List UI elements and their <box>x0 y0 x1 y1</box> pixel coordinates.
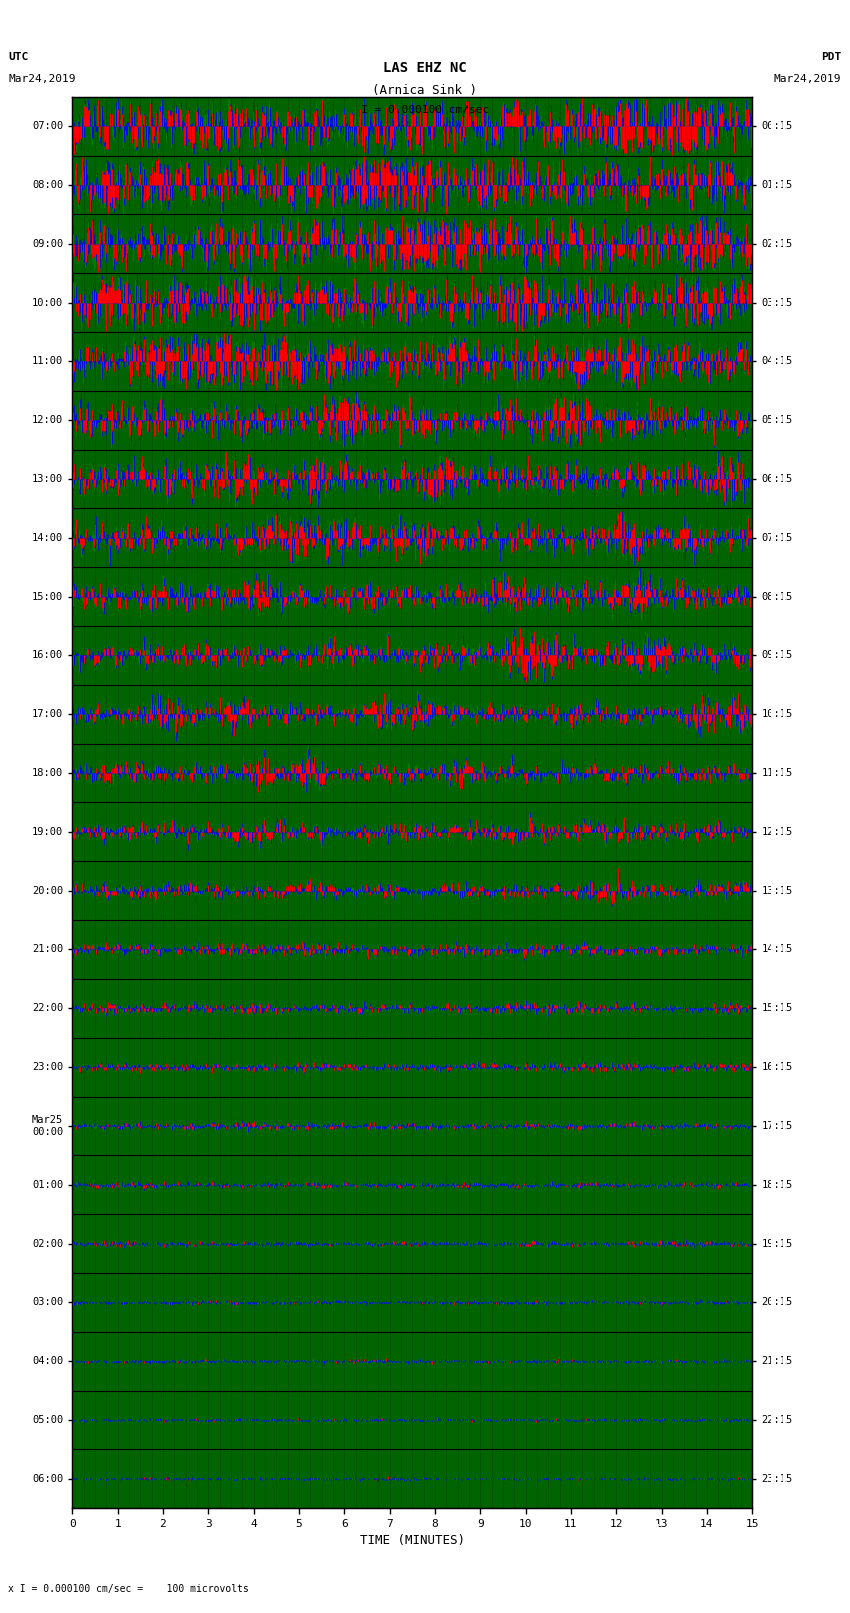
Text: Mar24,2019: Mar24,2019 <box>774 74 842 84</box>
Text: LAS EHZ NC: LAS EHZ NC <box>383 61 467 76</box>
Text: (Arnica Sink ): (Arnica Sink ) <box>372 84 478 97</box>
Text: I = 0.000100 cm/sec: I = 0.000100 cm/sec <box>361 105 489 115</box>
Text: x I = 0.000100 cm/sec =    100 microvolts: x I = 0.000100 cm/sec = 100 microvolts <box>8 1584 249 1594</box>
Text: PDT: PDT <box>821 52 842 61</box>
Text: Mar24,2019: Mar24,2019 <box>8 74 76 84</box>
Text: UTC: UTC <box>8 52 29 61</box>
X-axis label: TIME (MINUTES): TIME (MINUTES) <box>360 1534 465 1547</box>
